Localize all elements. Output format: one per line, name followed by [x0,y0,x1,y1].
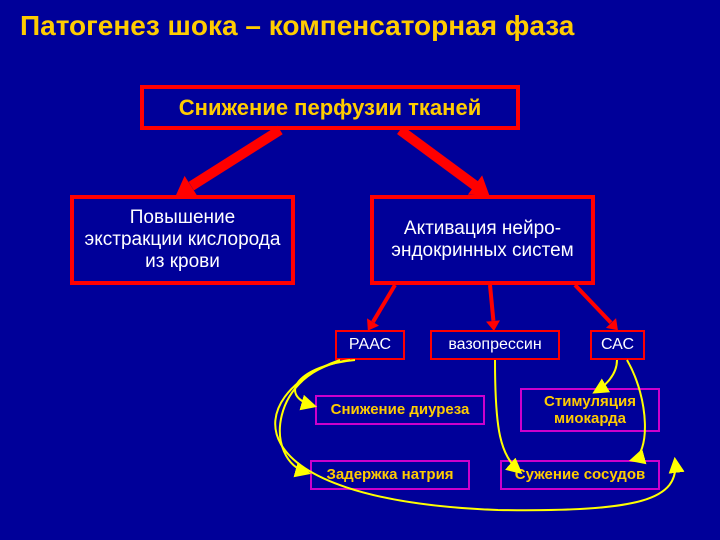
box-raas: РААС [335,330,405,360]
box-sas: САС [590,330,645,360]
page-title: Патогенез шока – компенсаторная фаза [20,10,700,42]
red-arrow-1 [397,126,478,190]
box-neuroendocrine: Активация нейро-эндокринных систем [370,195,595,285]
box-diuresis-drop: Снижение диуреза [315,395,485,425]
red-arrow-2 [371,284,396,323]
box-myocard-stimulation: Стимуляция миокарда [520,388,660,432]
red-arrow-4 [574,284,613,324]
box-oxygen-extraction: Повышение экстракции кислорода из крови [70,195,295,285]
red-arrow-head-3 [486,320,501,331]
box-perfusion-drop: Снижение перфузии тканей [140,85,520,130]
box-sodium-retention: Задержка натрия [310,460,470,490]
box-vasopressin: вазопрессин [430,330,560,360]
red-arrow-3 [488,285,495,321]
red-arrow-0 [188,126,282,191]
box-vasoconstriction: Сужение сосудов [500,460,660,490]
yellow-arrow-2 [495,360,520,472]
